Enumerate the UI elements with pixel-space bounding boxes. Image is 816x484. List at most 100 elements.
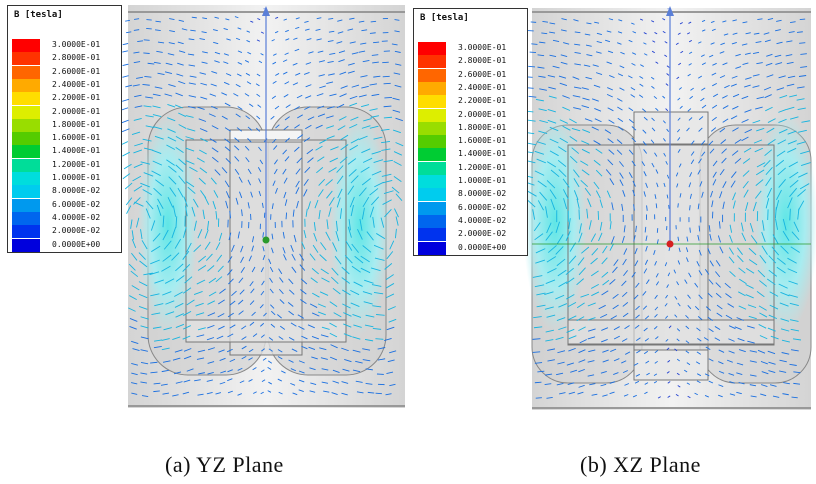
- field-vector: [227, 333, 234, 338]
- field-vector: [573, 19, 579, 22]
- legend-label: 2.6000E-01: [458, 69, 507, 79]
- field-vector: [651, 50, 655, 54]
- field-vector: [790, 116, 799, 120]
- field-vector: [235, 84, 241, 88]
- field-vector: [533, 316, 542, 319]
- field-vector: [789, 363, 797, 366]
- field-hotspot-right: [754, 112, 816, 332]
- field-vector: [272, 61, 277, 65]
- legend-row: 1.4000E-01: [418, 148, 526, 162]
- field-vector: [713, 93, 719, 98]
- field-vector: [546, 397, 553, 399]
- origin-marker: [262, 236, 270, 244]
- field-vector: [150, 259, 160, 265]
- field-vector: [207, 347, 215, 351]
- field-vector: [765, 167, 773, 176]
- field-vector: [199, 128, 208, 132]
- field-vector: [329, 356, 338, 361]
- field-vector: [198, 372, 205, 375]
- field-vector: [697, 234, 700, 241]
- field-vector: [732, 93, 740, 98]
- field-vector: [558, 326, 567, 331]
- field-vector: [245, 72, 251, 76]
- field-vector: [739, 278, 747, 285]
- field-vector: [719, 75, 726, 79]
- field-vector: [288, 359, 294, 363]
- field-vector: [164, 93, 173, 97]
- field-vector: [791, 396, 798, 399]
- field-vector: [358, 20, 365, 23]
- field-vector: [715, 271, 721, 278]
- field-vector: [686, 257, 689, 263]
- field-vector: [373, 75, 381, 78]
- field-vector: [133, 61, 141, 64]
- field-vector: [197, 327, 206, 331]
- field-vector: [185, 136, 194, 140]
- field-vector: [695, 361, 701, 365]
- field-vector: [549, 54, 557, 57]
- field-vector: [131, 392, 138, 395]
- field-vector: [572, 95, 581, 98]
- field-vector: [248, 379, 253, 382]
- field-vector: [278, 391, 283, 395]
- field-vector: [752, 74, 760, 77]
- field-vector: [662, 138, 666, 142]
- field-vector: [132, 175, 142, 182]
- field-vector: [327, 106, 335, 110]
- field-vector: [225, 200, 229, 209]
- field-vector: [177, 41, 184, 45]
- field-vector: [610, 315, 618, 320]
- field-vector: [373, 292, 384, 295]
- field-vector: [337, 188, 343, 199]
- field-vector: [221, 115, 228, 120]
- field-vector: [328, 30, 335, 33]
- field-vector: [643, 327, 648, 332]
- field-vector: [683, 369, 688, 373]
- field-vector: [765, 106, 773, 112]
- field-vector: [555, 221, 560, 234]
- field-vector: [771, 246, 780, 256]
- field-vector: [778, 283, 788, 289]
- field-vector: [789, 208, 791, 221]
- field-vector: [393, 151, 403, 156]
- field-vector: [216, 335, 224, 340]
- field-vector: [188, 82, 196, 85]
- field-vector: [788, 280, 798, 285]
- field-vector: [328, 197, 335, 206]
- field-vector: [318, 178, 326, 186]
- field-vector: [679, 105, 683, 109]
- field-vector: [760, 393, 767, 397]
- field-vector: [303, 230, 307, 239]
- field-vector: [736, 362, 744, 366]
- field-vector: [206, 392, 213, 395]
- field-vector: [749, 350, 758, 353]
- field-vector: [722, 62, 728, 66]
- field-vector: [776, 150, 786, 157]
- field-vector: [351, 52, 359, 55]
- field-vector: [601, 271, 609, 278]
- field-vector: [701, 87, 706, 91]
- field-vector: [668, 247, 671, 251]
- field-vector: [317, 311, 326, 316]
- field-vector: [240, 245, 244, 253]
- field-vector: [787, 130, 797, 135]
- legend-swatch: [418, 95, 446, 109]
- field-vector: [592, 64, 599, 67]
- field-vector: [385, 274, 394, 280]
- field-vector: [778, 118, 787, 124]
- field-vector: [353, 281, 363, 287]
- field-vector: [624, 325, 630, 330]
- field-vector: [585, 76, 593, 80]
- field-vector: [800, 150, 810, 155]
- field-vector: [749, 360, 757, 363]
- legend-label: 1.8000E-01: [458, 122, 507, 132]
- field-vector: [130, 270, 139, 278]
- field-vector: [247, 126, 253, 131]
- field-vector: [707, 292, 713, 298]
- field-vector: [150, 220, 156, 231]
- field-vector: [639, 83, 644, 87]
- field-vector: [201, 31, 207, 34]
- field-vector: [140, 316, 149, 320]
- field-vector: [350, 138, 360, 144]
- field-vector: [556, 383, 564, 386]
